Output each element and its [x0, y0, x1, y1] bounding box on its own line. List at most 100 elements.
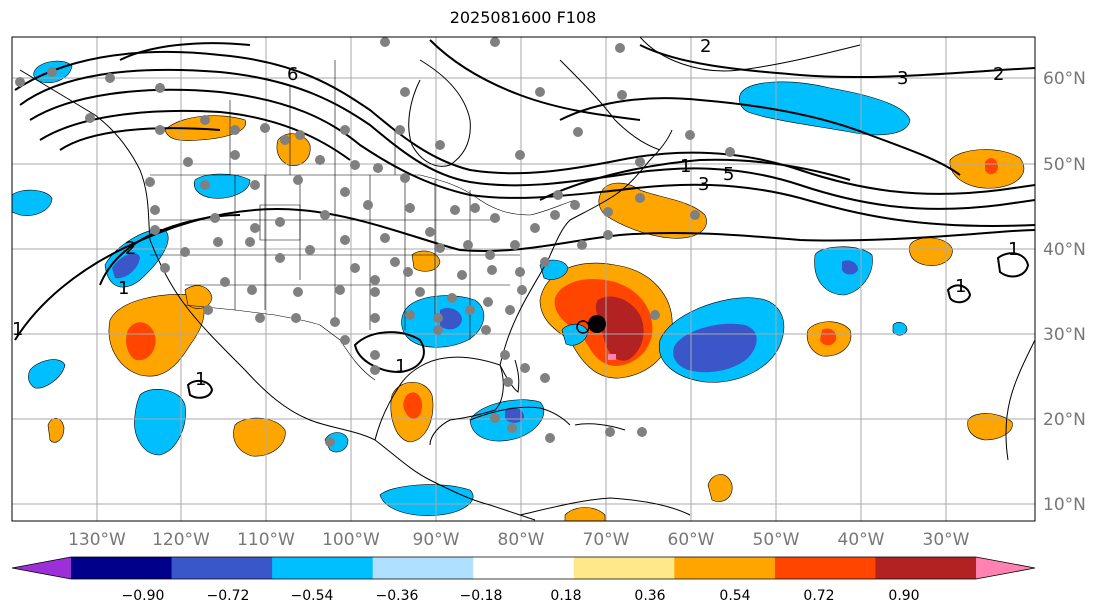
warm-anomaly-east-atlantic-core [985, 158, 998, 175]
lon-label: 50°W [753, 530, 800, 550]
cold-anomaly-gulf-core [440, 308, 462, 330]
colorbar-tick-label: −0.54 [291, 588, 334, 604]
warm-anomaly-yucatan-core [403, 392, 422, 419]
colorbar-segment [171, 557, 273, 579]
colorbar-tick-label: −0.90 [122, 588, 165, 604]
colorbar-tick-label: 0.54 [719, 588, 750, 604]
cold-anomaly-central-atlantic-core [673, 323, 757, 373]
contour-label: 2 [700, 36, 711, 57]
anomaly-fill-layer [12, 60, 1025, 521]
contour-label: 1 [1008, 239, 1019, 260]
contour-ridge-4 [39, 109, 351, 161]
colorbar [11, 556, 1036, 580]
contour-label: 1 [195, 369, 206, 390]
latitude-labels: 60°N 50°N 40°N 30°N 20°N 10°N [1043, 69, 1086, 515]
cold-anomaly-bahamas [561, 323, 589, 346]
contour-label: 3 [897, 68, 908, 89]
colorbar-tick-label: −0.18 [460, 588, 503, 604]
cold-anomaly-pacific-nw [12, 189, 53, 216]
warm-anomaly-atlantic-peak [608, 354, 616, 360]
contour-label: 1 [118, 278, 129, 299]
lat-label: 60°N [1043, 69, 1086, 89]
cold-anomaly-central-america [379, 484, 474, 516]
contour-one-small-4 [996, 252, 1030, 278]
contour-label: 2 [993, 64, 1004, 85]
colorbar-segment [71, 557, 173, 579]
warm-anomaly-pacific-west [233, 417, 286, 457]
lon-label: 30°W [923, 530, 970, 550]
lon-label: 130°W [68, 530, 126, 550]
warm-anomaly-mexico-pacific-core [126, 322, 156, 361]
border-us-canada [150, 174, 576, 216]
lon-label: 70°W [583, 530, 630, 550]
contour-label: 1 [395, 356, 406, 377]
warm-anomaly-mid-atlantic-core [820, 328, 837, 346]
border-us-mexico [184, 304, 376, 381]
coastline-cuba [469, 406, 571, 426]
contour-label: 1 [12, 319, 23, 340]
colorbar-segment [372, 557, 474, 579]
border-canada-provinces [229, 60, 396, 175]
map-title: 2025081600 F108 [449, 8, 597, 27]
warm-anomaly-baja [184, 285, 213, 309]
lat-label: 30°N [1043, 325, 1086, 345]
colorbar-segment [12, 557, 71, 579]
colorbar-tick-label: 0.72 [803, 588, 834, 604]
coastline-west-africa [1005, 339, 1035, 461]
contour-label: 1 [680, 156, 691, 177]
coastline-east-us [499, 129, 673, 366]
cold-anomaly-west-pacific [134, 388, 186, 456]
lat-label: 40°N [1043, 240, 1086, 260]
contour-label: 1 [955, 276, 966, 297]
colorbar-tick-label: 0.90 [888, 588, 919, 604]
contour-label: 3 [698, 174, 709, 195]
contour-label: 6 [287, 64, 298, 85]
warm-anomaly-south-caribbean [564, 507, 606, 521]
cold-anomaly-canada [193, 173, 251, 199]
map-layers: 6 2 3 2 5 3 1 2 1 1 1 1 1 1 [12, 36, 1035, 521]
contour-north-atlantic-4 [429, 39, 641, 121]
colorbar-segment [272, 557, 374, 579]
storm-center-ring [576, 320, 590, 334]
lat-label: 10°N [1043, 495, 1086, 515]
colorbar-tick-label: −0.36 [376, 588, 419, 604]
lon-label: 60°W [668, 530, 715, 550]
contour-ridge-2 [19, 68, 1035, 210]
lon-label: 80°W [498, 530, 545, 550]
coastline-labrador [559, 59, 661, 151]
lon-label: 110°W [237, 530, 295, 550]
warm-anomaly-atlantic-max [595, 296, 644, 361]
contour-north-atlantic-1 [639, 44, 1035, 79]
coastline-hispaniola [574, 423, 626, 431]
map-frame [11, 36, 1036, 522]
coastline-west-north-america [19, 69, 536, 521]
contour-label: 5 [723, 164, 734, 185]
contour-north-atlantic-2 [559, 97, 961, 176]
cold-anomaly-east-atlantic [892, 321, 908, 336]
lon-label: 100°W [322, 530, 380, 550]
colorbar-ticks: −0.90 −0.72 −0.54 −0.36 −0.18 0.18 0.36 … [122, 588, 920, 604]
lat-label: 20°N [1043, 410, 1086, 430]
station-dots [15, 37, 735, 447]
contour-one-small-2 [186, 379, 214, 399]
contour-one-small-1 [353, 331, 425, 374]
coastline-south-america [519, 497, 691, 516]
warm-anomaly-caribbean-east [707, 474, 733, 502]
cold-anomaly-california-core [112, 253, 140, 279]
storm-center-marker [588, 315, 606, 333]
lon-label: 90°W [413, 530, 460, 550]
longitude-labels: 130°W 120°W 110°W 100°W 90°W 80°W 70°W 6… [68, 530, 970, 550]
contour-ridge-5 [59, 127, 221, 151]
colorbar-segment [774, 557, 876, 579]
colorbar-segment [674, 557, 776, 579]
cold-anomaly-azores-core [842, 260, 858, 275]
contour-one-small-3 [946, 284, 972, 304]
colorbar-tick-label: 0.36 [634, 588, 665, 604]
contour-lines [14, 39, 1035, 399]
cold-anomaly-north-atlantic [738, 81, 911, 136]
contour-ridge-1 [14, 50, 1035, 195]
lon-label: 40°W [838, 530, 885, 550]
warm-anomaly-cape-verde [967, 413, 1013, 441]
coastlines [19, 37, 1035, 521]
